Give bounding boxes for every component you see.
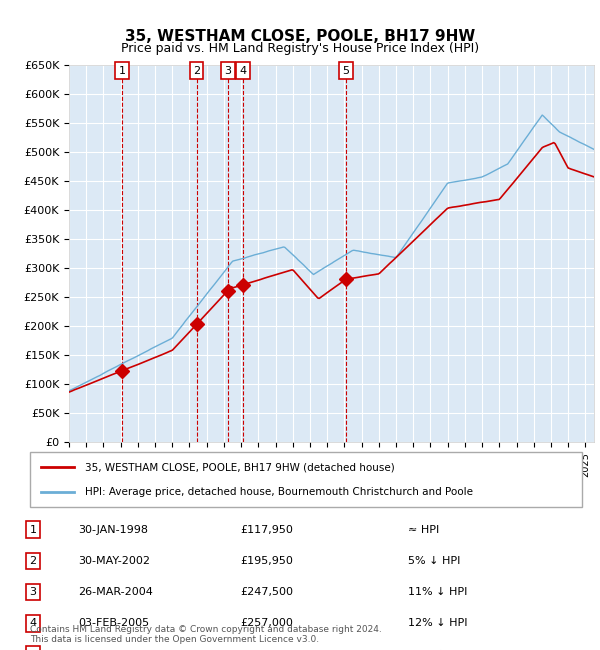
Text: 35, WESTHAM CLOSE, POOLE, BH17 9HW (detached house): 35, WESTHAM CLOSE, POOLE, BH17 9HW (deta… [85, 462, 395, 472]
Text: 03-FEB-2005: 03-FEB-2005 [78, 618, 149, 629]
Text: 35, WESTHAM CLOSE, POOLE, BH17 9HW: 35, WESTHAM CLOSE, POOLE, BH17 9HW [125, 29, 475, 44]
Text: 3: 3 [224, 66, 232, 76]
Text: 26-MAR-2004: 26-MAR-2004 [78, 587, 153, 597]
Text: 11% ↓ HPI: 11% ↓ HPI [408, 587, 467, 597]
Text: £247,500: £247,500 [240, 587, 293, 597]
FancyBboxPatch shape [30, 452, 582, 507]
Text: 4: 4 [239, 66, 246, 76]
Text: 3: 3 [29, 587, 37, 597]
Text: £117,950: £117,950 [240, 525, 293, 535]
Text: 1: 1 [119, 66, 125, 76]
Text: 2: 2 [193, 66, 200, 76]
Text: 30-JAN-1998: 30-JAN-1998 [78, 525, 148, 535]
Text: 1: 1 [29, 525, 37, 535]
Text: 5: 5 [343, 66, 349, 76]
Text: Contains HM Land Registry data © Crown copyright and database right 2024.: Contains HM Land Registry data © Crown c… [30, 625, 382, 634]
Text: 30-MAY-2002: 30-MAY-2002 [78, 556, 150, 566]
Text: 4: 4 [29, 618, 37, 629]
Text: ≈ HPI: ≈ HPI [408, 525, 439, 535]
Text: £195,950: £195,950 [240, 556, 293, 566]
Text: £257,000: £257,000 [240, 618, 293, 629]
Text: Price paid vs. HM Land Registry's House Price Index (HPI): Price paid vs. HM Land Registry's House … [121, 42, 479, 55]
Text: HPI: Average price, detached house, Bournemouth Christchurch and Poole: HPI: Average price, detached house, Bour… [85, 487, 473, 497]
Text: 12% ↓ HPI: 12% ↓ HPI [408, 618, 467, 629]
Text: 5% ↓ HPI: 5% ↓ HPI [408, 556, 460, 566]
Text: 2: 2 [29, 556, 37, 566]
Text: This data is licensed under the Open Government Licence v3.0.: This data is licensed under the Open Gov… [30, 634, 319, 644]
